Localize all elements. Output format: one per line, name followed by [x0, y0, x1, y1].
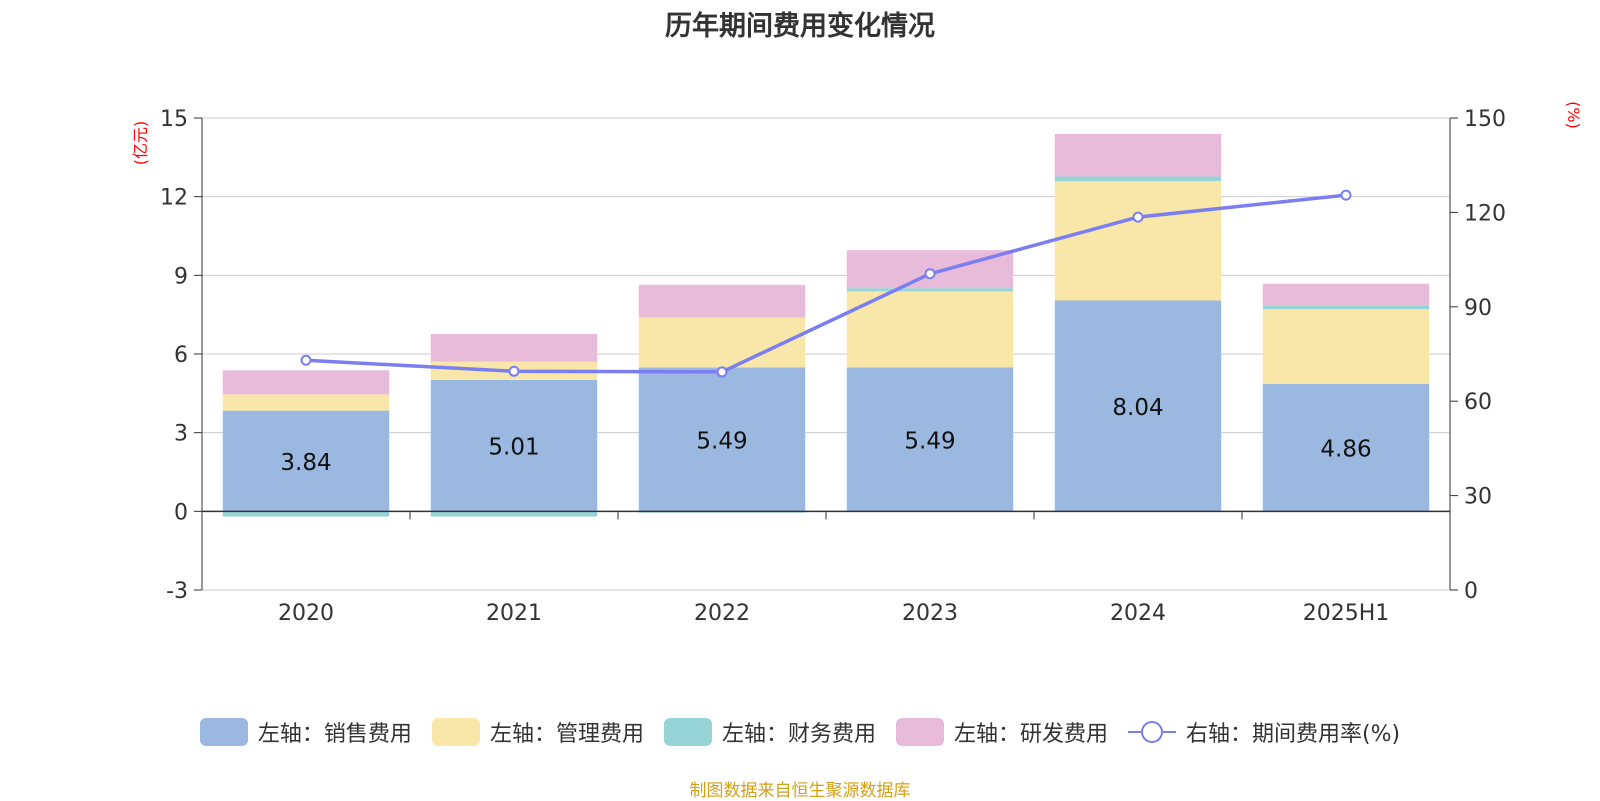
- right-tick-label: 0: [1464, 579, 1478, 604]
- bar-admin-2025H1[interactable]: [1262, 309, 1430, 384]
- bar-admin-2024[interactable]: [1054, 181, 1222, 301]
- bar-sales-2024[interactable]: [1054, 300, 1222, 512]
- legend-swatch-admin: [431, 718, 480, 746]
- rate-line-series: [300, 189, 1352, 378]
- legend-label-rnd: 左轴：研发费用: [953, 722, 1108, 747]
- legend-item-rate[interactable]: 右轴：期间费用率(%): [1127, 716, 1401, 748]
- right-tick-label: 150: [1464, 107, 1506, 132]
- legend-item-rnd[interactable]: 左轴：研发费用: [895, 716, 1108, 748]
- data-label: 5.01: [488, 435, 539, 461]
- data-label: 5.49: [696, 428, 747, 454]
- left-tick-label: 9: [174, 264, 188, 289]
- legend-label-admin: 左轴：管理费用: [489, 722, 644, 747]
- right-tick-label: 90: [1464, 296, 1492, 321]
- x-tick-label: 2024: [1110, 601, 1166, 626]
- source-note: 制图数据来自恒生聚源数据库: [689, 781, 911, 801]
- bar-sales-2020[interactable]: [222, 410, 390, 512]
- bar-finance-2024[interactable]: [1054, 176, 1222, 182]
- x-tick-label: 2023: [902, 601, 958, 626]
- data-labels: 3.84 5.01 5.49 5.49 8.04 4.86: [280, 395, 1371, 476]
- bar-finance-2025H1[interactable]: [1262, 306, 1430, 310]
- data-label: 3.84: [280, 450, 331, 476]
- legend-item-sales[interactable]: 左轴：销售费用: [199, 716, 412, 748]
- left-tick-label: 15: [160, 107, 188, 132]
- legend-swatch-rnd: [895, 718, 944, 746]
- right-axis-label: (%): [1564, 101, 1583, 129]
- legend-label-rate: 右轴：期间费用率(%): [1185, 722, 1401, 747]
- bar-sales-2023[interactable]: [846, 367, 1014, 512]
- right-tick-label: 120: [1464, 201, 1506, 226]
- bar-sales-2022[interactable]: [638, 367, 806, 512]
- right-tick-label: 60: [1464, 390, 1492, 415]
- bar-sales-2021[interactable]: [430, 379, 598, 512]
- x-tick-label: 2021: [486, 601, 542, 626]
- right-tick-label: 30: [1464, 485, 1492, 510]
- legend-swatch-sales: [199, 718, 248, 746]
- rate-point-2024[interactable]: [1132, 211, 1144, 223]
- bar-finance-2021[interactable]: [430, 511, 598, 517]
- left-tick-label: 12: [160, 186, 188, 211]
- bar-admin-2022[interactable]: [638, 317, 806, 368]
- rate-point-2023[interactable]: [924, 268, 936, 280]
- bar-rnd-2021[interactable]: [430, 334, 598, 362]
- rate-point-2025H1[interactable]: [1340, 189, 1352, 201]
- left-tick-label: 6: [174, 343, 188, 368]
- rate-point-2020[interactable]: [300, 354, 312, 366]
- chart-title: 历年期间费用变化情况: [665, 11, 935, 42]
- left-axis-label: (亿元): [131, 121, 150, 166]
- bar-rnd-2024[interactable]: [1054, 133, 1222, 177]
- chart-legend: 左轴：销售费用 左轴：管理费用 左轴：财务费用 左轴：研发费用 右轴：期间费用率…: [0, 712, 1600, 752]
- left-tick-label: -3: [166, 579, 188, 604]
- legend-item-finance[interactable]: 左轴：财务费用: [663, 716, 876, 748]
- bar-rnd-2025H1[interactable]: [1262, 283, 1430, 307]
- legend-label-finance: 左轴：财务费用: [721, 722, 876, 747]
- legend-swatch-finance: [663, 718, 712, 746]
- bar-rnd-2022[interactable]: [638, 284, 806, 318]
- bar-admin-2020[interactable]: [222, 394, 390, 411]
- x-tick-label: 2020: [278, 601, 334, 626]
- left-tick-label: 3: [174, 422, 188, 447]
- rate-point-2022[interactable]: [716, 366, 728, 378]
- data-label: 5.49: [904, 428, 955, 454]
- x-tick-label: 2025H1: [1303, 601, 1390, 626]
- data-label: 8.04: [1112, 395, 1163, 421]
- grid-lines: [202, 117, 1450, 591]
- bar-finance-2023[interactable]: [846, 288, 1014, 292]
- rate-point-2021[interactable]: [508, 365, 520, 377]
- bar-sales-2025H1[interactable]: [1262, 383, 1430, 512]
- x-tick-label: 2022: [694, 601, 750, 626]
- data-label: 4.86: [1320, 437, 1371, 463]
- legend-line-marker-icon: [1127, 721, 1176, 743]
- bar-admin-2023[interactable]: [846, 291, 1014, 368]
- legend-label-sales: 左轴：销售费用: [257, 722, 412, 747]
- left-tick-label: 0: [174, 500, 188, 525]
- bar-finance-2020[interactable]: [222, 511, 390, 517]
- rate-line: [305, 193, 1347, 374]
- bar-rnd-2020[interactable]: [222, 370, 390, 395]
- bar-series: [222, 133, 1430, 517]
- legend-item-admin[interactable]: 左轴：管理费用: [431, 716, 644, 748]
